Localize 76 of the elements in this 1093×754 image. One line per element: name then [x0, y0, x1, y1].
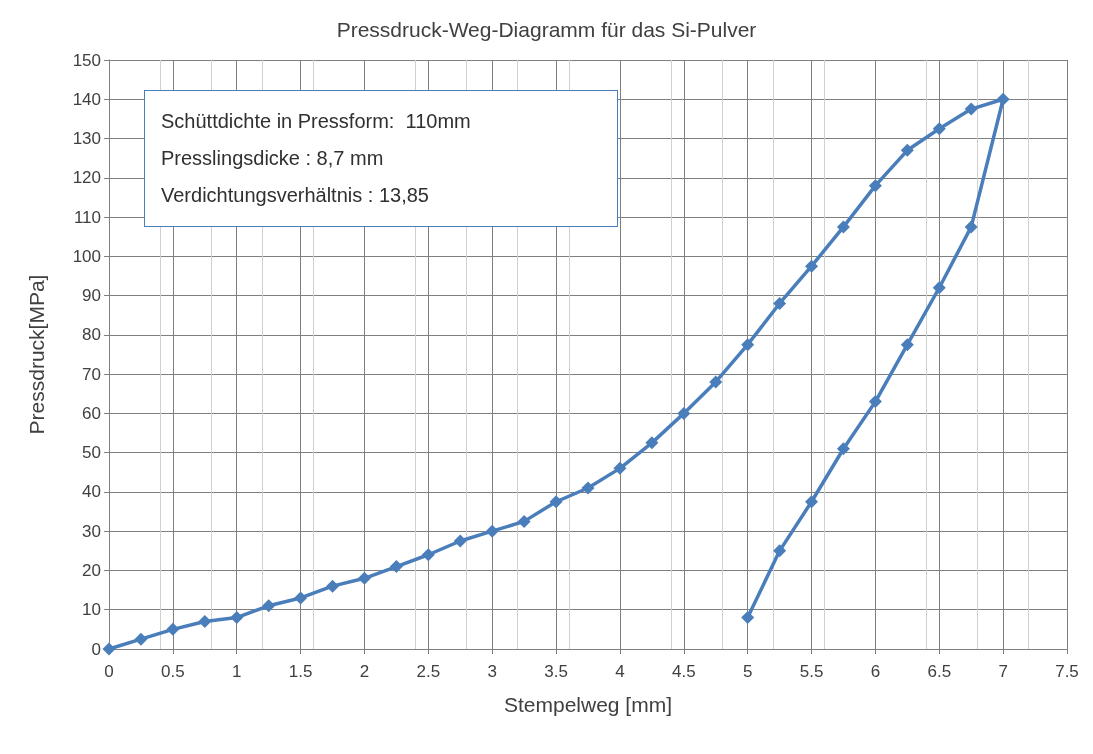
- point: [262, 599, 276, 613]
- y-tick-label: 80: [82, 325, 101, 345]
- y-tick-label: 20: [82, 560, 101, 580]
- point: [868, 395, 882, 409]
- point: [166, 622, 180, 636]
- point: [836, 442, 850, 456]
- x-tick-label: 0: [104, 662, 114, 681]
- y-tick-label: 40: [82, 482, 101, 502]
- point: [932, 281, 946, 295]
- point: [645, 436, 659, 450]
- y-tick-label: 50: [82, 443, 101, 463]
- point: [326, 579, 340, 593]
- point: [805, 259, 819, 273]
- y-tick-label: 30: [82, 521, 101, 541]
- x-tick-label: 5.5: [799, 662, 824, 681]
- y-tick-label: 120: [72, 168, 101, 188]
- point: [198, 615, 212, 629]
- x-tick-label: 1.5: [288, 662, 313, 681]
- point: [677, 406, 691, 420]
- x-tick-label: 3.5: [544, 662, 568, 681]
- point: [868, 179, 882, 193]
- y-tick-label: 10: [82, 600, 101, 620]
- point: [900, 143, 914, 157]
- point: [773, 544, 787, 558]
- point: [581, 481, 595, 495]
- x-tick-label: 6: [870, 662, 881, 681]
- point: [230, 611, 244, 625]
- x-tick-label: 4.5: [671, 662, 696, 681]
- x-tick-label: 6.5: [927, 662, 952, 681]
- point: [613, 461, 627, 475]
- x-tick-label: 2.5: [416, 662, 441, 681]
- point: [805, 495, 819, 509]
- point: [485, 524, 499, 538]
- text-box: Schüttdichte in Pressform: 110mm Presslingsdicke : 8,7 mm Verdichtungsverhältnis : 13,85: [144, 90, 618, 227]
- point: [517, 514, 531, 528]
- point: [357, 571, 371, 585]
- x-tick-label: 1: [232, 662, 242, 681]
- point: [773, 296, 787, 310]
- y-tick-label: 60: [82, 403, 101, 423]
- x-tick-label: 4: [615, 662, 625, 681]
- point: [294, 591, 308, 605]
- chart-title: Pressdruck-Weg-Diagramm für das Si-Pulver: [336, 18, 757, 41]
- point: [389, 560, 403, 574]
- annotation: Schüttdichte in Pressform: 110mm: [161, 109, 472, 134]
- point: [741, 338, 755, 352]
- y-tick-label: 100: [72, 246, 101, 266]
- x-tick-label: 7.5: [1055, 662, 1079, 681]
- point: [996, 92, 1010, 106]
- y-tick-label: 70: [82, 364, 101, 384]
- annotation: Presslingsdicke : 8,7 mm: [161, 146, 385, 171]
- point: [964, 220, 978, 234]
- y-axis-title: Pressdruck[MPa]: [25, 274, 48, 435]
- point: [421, 548, 435, 562]
- x-axis-title: Stempelweg [mm]: [503, 693, 673, 716]
- point: [102, 642, 116, 656]
- point: [836, 220, 850, 234]
- y-tick-label: 130: [72, 129, 101, 149]
- y-tick-label: 90: [82, 286, 101, 306]
- y-tick-label: 0: [91, 639, 101, 659]
- point: [709, 375, 723, 389]
- x-tick-label: 7: [998, 662, 1008, 681]
- point: [134, 632, 148, 646]
- y-tick-label: 110: [73, 207, 101, 227]
- point: [453, 534, 467, 548]
- x-tick-label: 3: [487, 662, 497, 681]
- point: [900, 338, 914, 352]
- point: [741, 611, 755, 625]
- point: [549, 495, 563, 509]
- y-tick-label: 140: [72, 89, 101, 109]
- x-tick-label: 0.5: [161, 662, 185, 681]
- point: [964, 102, 978, 116]
- x-tick-label: 5: [742, 662, 753, 681]
- point: [932, 122, 946, 136]
- x-tick-label: 2: [359, 662, 370, 681]
- y-tick-label: 150: [72, 50, 101, 70]
- annotation: Verdichtungsverhältnis : 13,85: [161, 183, 430, 208]
